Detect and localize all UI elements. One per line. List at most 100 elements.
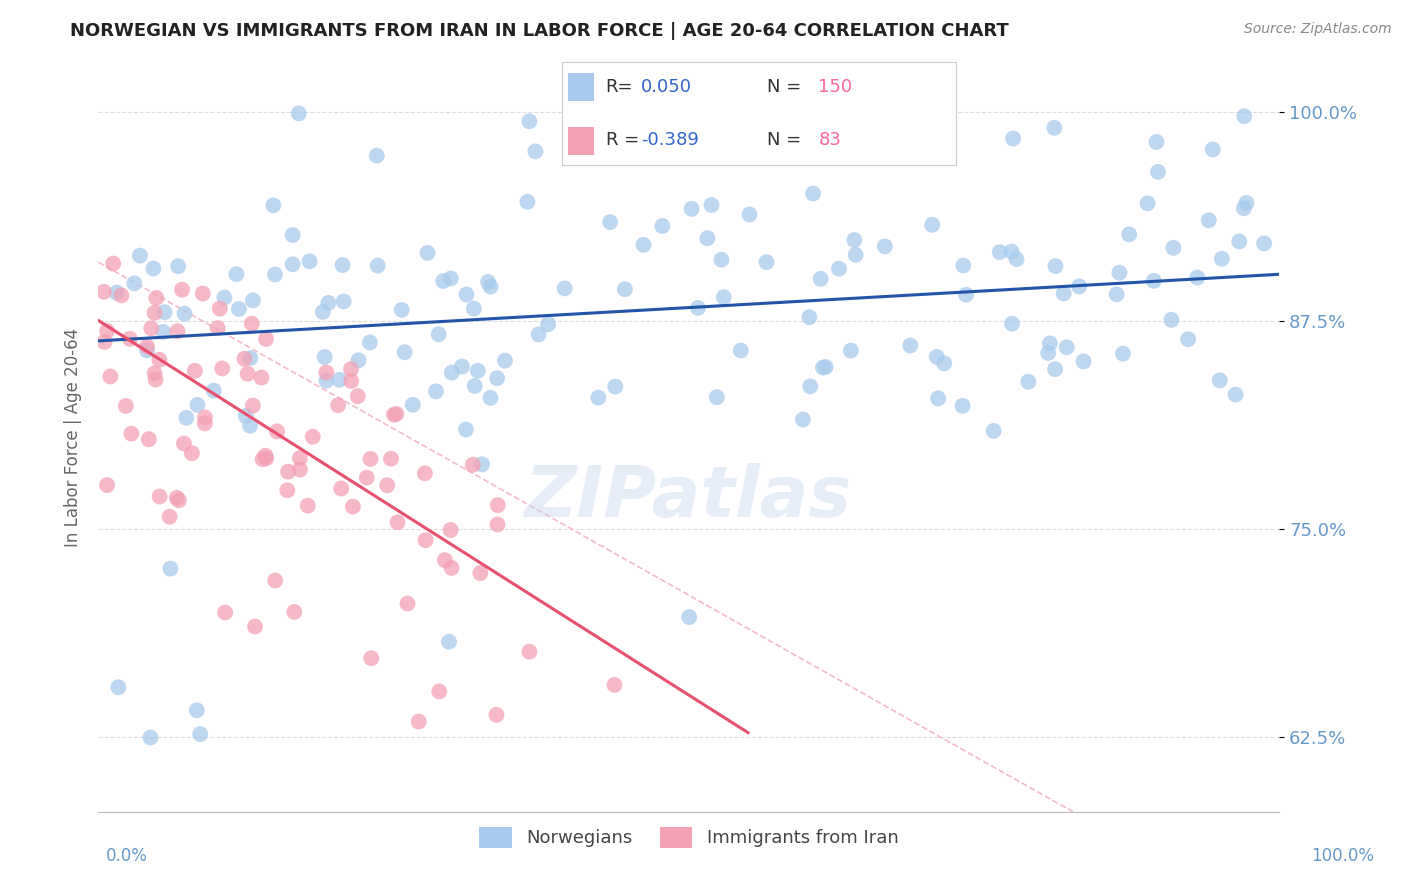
Point	[380, 451, 402, 466]
Text: 0.0%: 0.0%	[105, 847, 148, 864]
Point	[276, 483, 298, 498]
Point	[440, 523, 463, 537]
Bar	[568, 127, 593, 155]
Point	[554, 281, 576, 295]
Text: ZIPatlas: ZIPatlas	[526, 463, 852, 532]
Point	[463, 301, 485, 316]
Point	[166, 491, 188, 505]
Point	[173, 436, 195, 450]
Point	[1005, 252, 1028, 266]
Text: R =: R =	[606, 131, 638, 149]
Point	[194, 410, 217, 425]
Point	[413, 467, 436, 481]
Point	[828, 261, 851, 276]
Point	[1187, 270, 1209, 285]
Point	[579, 128, 602, 142]
Point	[174, 410, 197, 425]
Point	[1118, 227, 1140, 242]
Text: 83: 83	[818, 131, 841, 149]
Point	[1202, 143, 1225, 157]
Point	[713, 290, 735, 304]
Point	[297, 499, 319, 513]
Point	[1039, 336, 1062, 351]
Point	[170, 283, 193, 297]
Point	[440, 561, 463, 575]
Point	[433, 553, 456, 567]
Point	[1017, 375, 1039, 389]
Point	[479, 391, 502, 405]
Point	[167, 259, 190, 273]
Point	[281, 257, 304, 271]
Point	[225, 267, 247, 281]
Point	[456, 287, 478, 301]
Point	[693, 114, 716, 128]
Point	[194, 417, 217, 431]
Point	[461, 458, 484, 472]
Point	[633, 237, 655, 252]
Point	[235, 409, 257, 423]
Point	[107, 680, 129, 694]
Point	[599, 112, 621, 126]
Point	[676, 88, 699, 103]
Point	[330, 482, 353, 496]
Point	[394, 345, 416, 359]
Point	[1108, 266, 1130, 280]
Point	[810, 272, 832, 286]
Point	[415, 533, 437, 548]
Point	[686, 301, 709, 315]
Point	[359, 335, 381, 350]
Point	[188, 727, 211, 741]
Point	[143, 367, 166, 381]
Point	[98, 369, 121, 384]
Point	[332, 294, 354, 309]
Point	[254, 332, 277, 346]
Point	[382, 408, 405, 422]
Point	[166, 324, 188, 338]
Point	[681, 202, 703, 216]
Point	[605, 379, 627, 393]
Point	[136, 343, 159, 358]
Point	[811, 360, 834, 375]
Point	[242, 293, 264, 308]
Point	[599, 215, 621, 229]
Point	[96, 478, 118, 492]
Point	[254, 451, 277, 466]
Point	[519, 114, 541, 128]
Point	[191, 286, 214, 301]
Text: 150: 150	[818, 78, 852, 96]
Point	[153, 305, 176, 319]
Point	[678, 610, 700, 624]
Point	[184, 364, 207, 378]
Point	[801, 186, 824, 201]
Point	[1136, 196, 1159, 211]
Point	[281, 227, 304, 242]
Point	[470, 566, 492, 580]
Point	[603, 678, 626, 692]
Point	[427, 327, 450, 342]
Point	[700, 198, 723, 212]
Point	[314, 350, 336, 364]
Point	[516, 194, 538, 209]
Point	[149, 490, 172, 504]
Point	[1198, 213, 1220, 227]
Text: NORWEGIAN VS IMMIGRANTS FROM IRAN IN LABOR FORCE | AGE 20-64 CORRELATION CHART: NORWEGIAN VS IMMIGRANTS FROM IRAN IN LAB…	[70, 22, 1010, 40]
Y-axis label: In Labor Force | Age 20-64: In Labor Force | Age 20-64	[63, 327, 82, 547]
Point	[387, 516, 409, 530]
Point	[239, 418, 262, 433]
Point	[651, 219, 673, 233]
Point	[262, 198, 284, 212]
Point	[402, 398, 425, 412]
Point	[814, 359, 837, 374]
Point	[242, 399, 264, 413]
Point	[332, 258, 354, 272]
Point	[287, 106, 309, 120]
Point	[385, 407, 408, 421]
Point	[298, 254, 321, 268]
Point	[167, 493, 190, 508]
Point	[367, 259, 389, 273]
Point	[1043, 362, 1066, 376]
Point	[1147, 165, 1170, 179]
Point	[1253, 236, 1275, 251]
Point	[148, 352, 170, 367]
Point	[738, 207, 761, 221]
